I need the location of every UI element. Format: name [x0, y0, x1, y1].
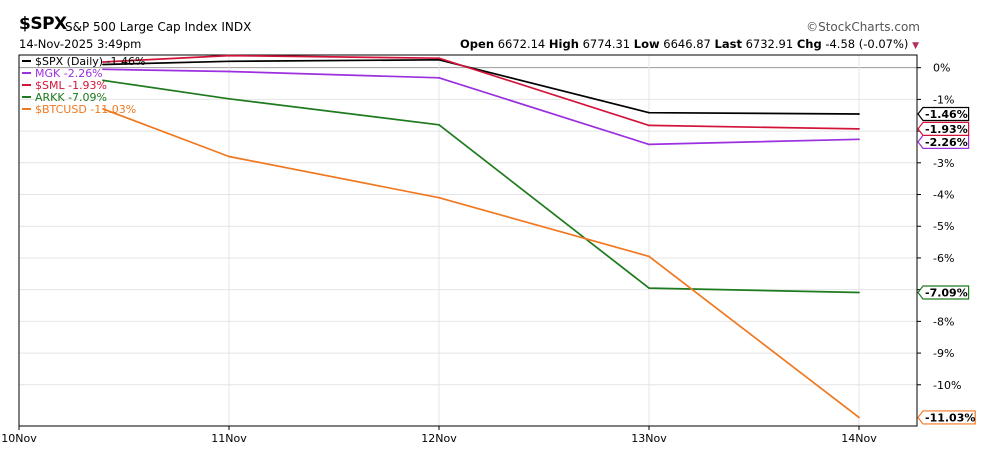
- ytick-label: -1%: [933, 93, 954, 106]
- series-point: [438, 123, 440, 126]
- series-point: [102, 61, 104, 63]
- open-value: 6672.14: [497, 37, 546, 51]
- ytick-label: -3%: [933, 157, 954, 170]
- series-point: [858, 138, 860, 141]
- open-label: Open: [460, 37, 495, 51]
- value-tag: -2.26%: [917, 134, 970, 149]
- series-point: [648, 255, 650, 258]
- series-point: [648, 143, 650, 146]
- series-line: [102, 79, 860, 294]
- legend-label: ARKK -7.09%: [35, 91, 107, 104]
- value-tag-box: [917, 285, 970, 300]
- tag-layer: -1.46% -2.26%-1.93% -7.09% -11.03%: [917, 106, 976, 425]
- ytick-label: -9%: [933, 347, 954, 360]
- value-tag: -1.46%: [917, 106, 970, 122]
- series-point: [858, 416, 860, 419]
- value-tag: -7.09%: [917, 285, 970, 300]
- series-point: [858, 113, 860, 115]
- ytick-label: 0%: [933, 62, 950, 75]
- high-label: High: [548, 37, 579, 51]
- series-point: [228, 60, 230, 63]
- series-point: [438, 58, 440, 61]
- legend-label: MGK -2.26%: [35, 67, 103, 80]
- ytick-label: -8%: [933, 315, 954, 328]
- series-point: [438, 76, 440, 79]
- last-value: 6732.91: [745, 37, 794, 51]
- value-tag-box: [917, 410, 976, 425]
- plot-frame: [18, 54, 918, 427]
- value-tag-text: -11.03%: [925, 411, 975, 424]
- ohlc-summary: Open 6672.14 High 6774.31 Low 6646.87 La…: [460, 37, 919, 51]
- stockcharts-logo[interactable]: ©StockCharts.com: [806, 20, 920, 34]
- low-value: 6646.87: [663, 37, 711, 51]
- series-point: [438, 196, 440, 199]
- series-point: [648, 124, 650, 127]
- series-point: [648, 287, 650, 289]
- legend-label: $SML -1.93%: [35, 79, 107, 92]
- chart-datetime: 14-Nov-2025 3:49pm: [19, 37, 142, 51]
- ytick-label: -5%: [933, 220, 954, 233]
- legend-label: $SPX (Daily) -1.46%: [35, 55, 145, 68]
- legend: $SPX (Daily) -1.46%MGK -2.26%$SML -1.93%…: [22, 55, 145, 116]
- series-point: [228, 97, 230, 100]
- series-point: [102, 79, 104, 82]
- series-line: [102, 54, 860, 130]
- series-point: [102, 108, 104, 110]
- value-tag-box: [917, 134, 970, 149]
- value-tag-text: -1.93%: [925, 123, 968, 136]
- series-point: [228, 54, 230, 57]
- ytick-label: -10%: [933, 379, 961, 392]
- exchange-text: INDX: [221, 20, 252, 34]
- grid-layer: [19, 55, 917, 426]
- series-point: [648, 111, 650, 114]
- value-tag-text: -7.09%: [925, 287, 968, 300]
- chg-down-icon: ▼: [912, 41, 919, 51]
- xtick-label: 11Nov: [211, 432, 247, 445]
- series-point: [228, 70, 230, 73]
- series-point: [102, 68, 104, 71]
- series-point: [438, 57, 440, 60]
- value-tag: -1.93%: [917, 121, 970, 136]
- index-name-text: S&P 500 Large Cap Index: [65, 20, 218, 34]
- series-point: [228, 155, 230, 158]
- value-tag-text: -1.46%: [925, 108, 968, 121]
- chg-value: -4.58 (-0.07%): [825, 37, 909, 51]
- legend-label: $BTCUSD -11.03%: [35, 103, 136, 116]
- ytick-label: -4%: [933, 189, 954, 202]
- value-tag-text: -2.26%: [925, 136, 968, 149]
- ytick-label: -6%: [933, 252, 954, 265]
- xtick-label: 12Nov: [421, 432, 457, 445]
- xtick-label: 13Nov: [631, 432, 667, 445]
- value-tag-box: [917, 121, 970, 136]
- value-tag-box: [917, 106, 970, 122]
- chg-label: Chg: [796, 37, 822, 51]
- last-label: Last: [714, 37, 742, 51]
- low-label: Low: [633, 37, 660, 51]
- series-point: [102, 63, 104, 66]
- xtick-label: 10Nov: [1, 432, 37, 445]
- xtick-label: 14Nov: [841, 432, 877, 445]
- value-tag: -11.03%: [917, 410, 976, 425]
- series-point: [858, 291, 860, 294]
- symbol-title: $SPX: [19, 14, 67, 34]
- series-line: [102, 68, 860, 146]
- index-name: S&P 500 Large Cap Index INDX: [65, 20, 251, 34]
- series-layer: [102, 54, 860, 419]
- series-point: [858, 127, 860, 130]
- high-value: 6774.31: [582, 37, 631, 51]
- series-line: [102, 108, 860, 419]
